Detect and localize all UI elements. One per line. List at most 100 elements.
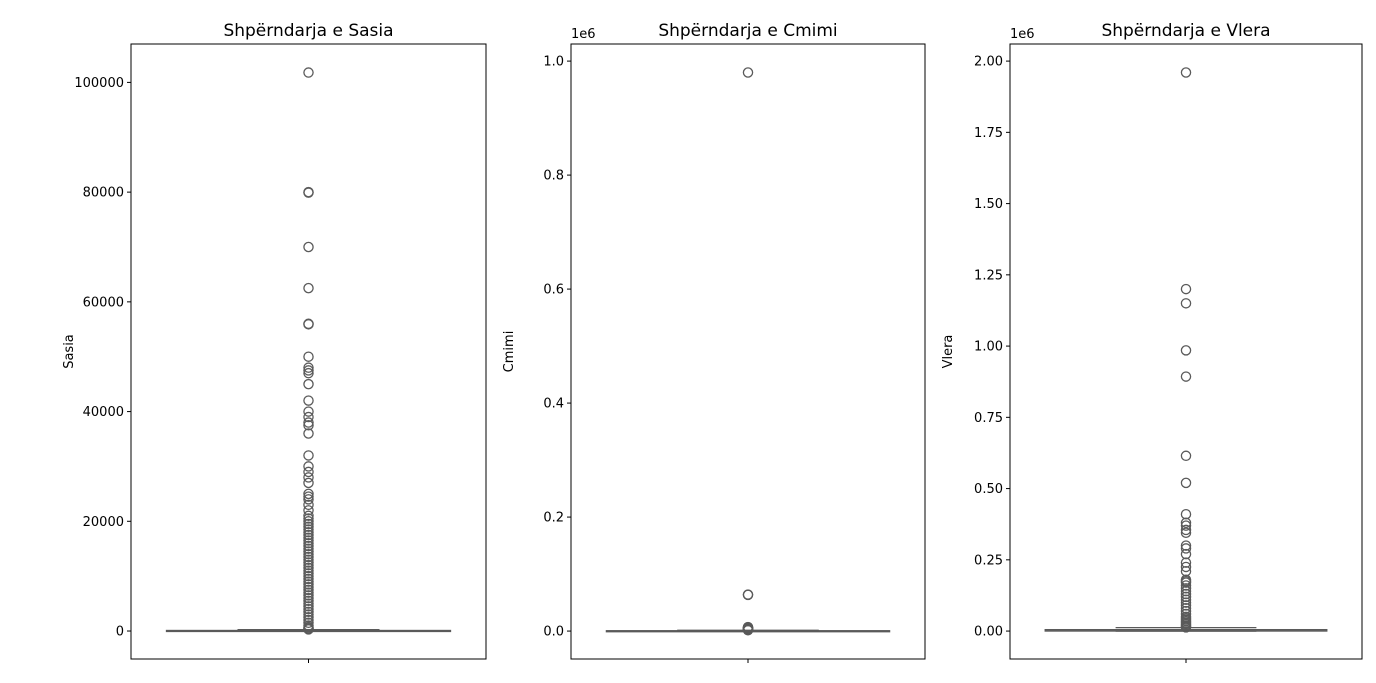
outlier-point: [303, 554, 314, 565]
outlier-point: [303, 378, 314, 390]
outlier-point: [303, 543, 314, 554]
outlier-point: [303, 587, 314, 598]
outlier-point: [303, 241, 314, 253]
outlier-point: [303, 450, 314, 461]
y-tick-label: 0.6: [543, 283, 564, 298]
outlier-point: [1180, 565, 1192, 577]
outlier-point: [1180, 580, 1192, 591]
outlier-point: [1180, 67, 1192, 78]
outlier-point: [1180, 517, 1192, 529]
y-tick-label: 1.00: [974, 340, 1003, 355]
outlier-point: [1180, 508, 1192, 520]
outlier-point: [303, 595, 314, 607]
outlier-point: [303, 592, 314, 604]
y-tick-label: 40000: [83, 405, 124, 420]
outlier-point: [742, 624, 754, 636]
outlier-point: [303, 568, 314, 579]
outlier-point: [303, 565, 314, 576]
outlier-point: [303, 598, 314, 609]
outlier-point: [303, 609, 314, 620]
outlier-point: [303, 187, 314, 198]
outlier-point: [1180, 622, 1192, 633]
outlier-point: [303, 282, 314, 294]
outlier-point: [1180, 591, 1192, 603]
y-tick-label: 1.50: [974, 197, 1003, 212]
outlier-point: [1180, 600, 1192, 611]
outlier-point: [303, 612, 314, 623]
outlier-point: [303, 532, 314, 544]
outlier-point: [303, 524, 314, 535]
y-tick-label: 60000: [83, 295, 124, 310]
y-axis-label: Cmimi: [502, 331, 517, 373]
outlier-point: [1180, 345, 1192, 356]
outlier-point: [303, 466, 314, 478]
y-tick-label: 0.0: [543, 625, 564, 640]
outlier-point: [1180, 583, 1192, 594]
y-tick-label: 1.25: [974, 268, 1003, 283]
outlier-point: [1180, 588, 1192, 600]
outlier-point: [1180, 543, 1192, 554]
outlier-point: [303, 488, 314, 500]
outlier-point: [742, 67, 754, 78]
outlier-point: [1180, 450, 1192, 462]
axes-frame: [1009, 43, 1363, 660]
outlier-point: [1180, 283, 1192, 295]
outlier-point: [303, 319, 314, 330]
outlier-point: [303, 551, 314, 563]
outlier-point: [303, 584, 314, 596]
outlier-point: [1180, 540, 1192, 551]
subplot-1: 0 20000 40000 60000 80000 100000 Shpërndarja e…: [62, 21, 487, 663]
outlier-point: [303, 570, 314, 582]
outlier-point: [303, 559, 314, 571]
outlier-point: [1180, 605, 1192, 617]
outlier-point: [303, 406, 314, 417]
outlier-point: [303, 367, 314, 379]
outlier-point: [1180, 608, 1192, 620]
axes-frame: [570, 43, 926, 660]
outlier-point: [1180, 527, 1192, 539]
subplot-3: 0.00 0.25 0.50 0.75 1.00 1.25 1.50 1.75 2.00 Shpë…: [941, 21, 1363, 663]
chart-title: Shpërndarja e Sasia: [223, 21, 393, 41]
outlier-point: [303, 428, 314, 439]
outlier-point: [303, 491, 314, 502]
y-axis-label: Vlera: [941, 335, 956, 369]
outlier-point: [1180, 561, 1192, 573]
outlier-point: [303, 617, 314, 629]
y-offset-text: 1e6: [1010, 27, 1035, 42]
outlier-point: [303, 529, 314, 541]
outlier-point: [303, 67, 314, 78]
outlier-point: [303, 548, 314, 560]
y-tick-label: 0.75: [974, 411, 1003, 426]
y-tick-label: 0.25: [974, 553, 1003, 568]
axes-frame: [130, 43, 487, 660]
outlier-point: [303, 395, 314, 406]
outlier-point: [303, 362, 314, 373]
outlier-point: [303, 411, 314, 423]
y-tick-label: 2.00: [974, 55, 1003, 70]
outlier-point: [1180, 597, 1192, 608]
outlier-point: [303, 590, 314, 601]
outlier-point: [303, 603, 314, 615]
outlier-point: [303, 579, 314, 590]
outlier-point: [1180, 557, 1192, 568]
y-tick-label: 0.8: [543, 169, 564, 184]
outlier-point: [303, 518, 314, 530]
outlier-point: [1180, 371, 1192, 382]
outlier-point: [303, 540, 314, 552]
outlier-point: [303, 624, 314, 635]
outlier-point: [1180, 520, 1192, 531]
y-axis-label: Sasia: [62, 334, 77, 369]
outlier-point: [303, 535, 314, 546]
y-tick-label: 0.4: [543, 397, 564, 412]
y-tick-label: 80000: [83, 186, 124, 201]
y-tick-label: 0: [116, 625, 124, 640]
chart-title: Shpërndarja e Vlera: [1101, 21, 1270, 41]
outlier-point: [1180, 603, 1192, 614]
outlier-point: [303, 606, 314, 618]
y-tick-label: 100000: [74, 76, 124, 91]
outlier-point: [303, 537, 314, 549]
y-tick-label: 1.75: [974, 126, 1003, 141]
outlier-point: [1180, 577, 1192, 588]
outlier-point: [1180, 477, 1192, 489]
